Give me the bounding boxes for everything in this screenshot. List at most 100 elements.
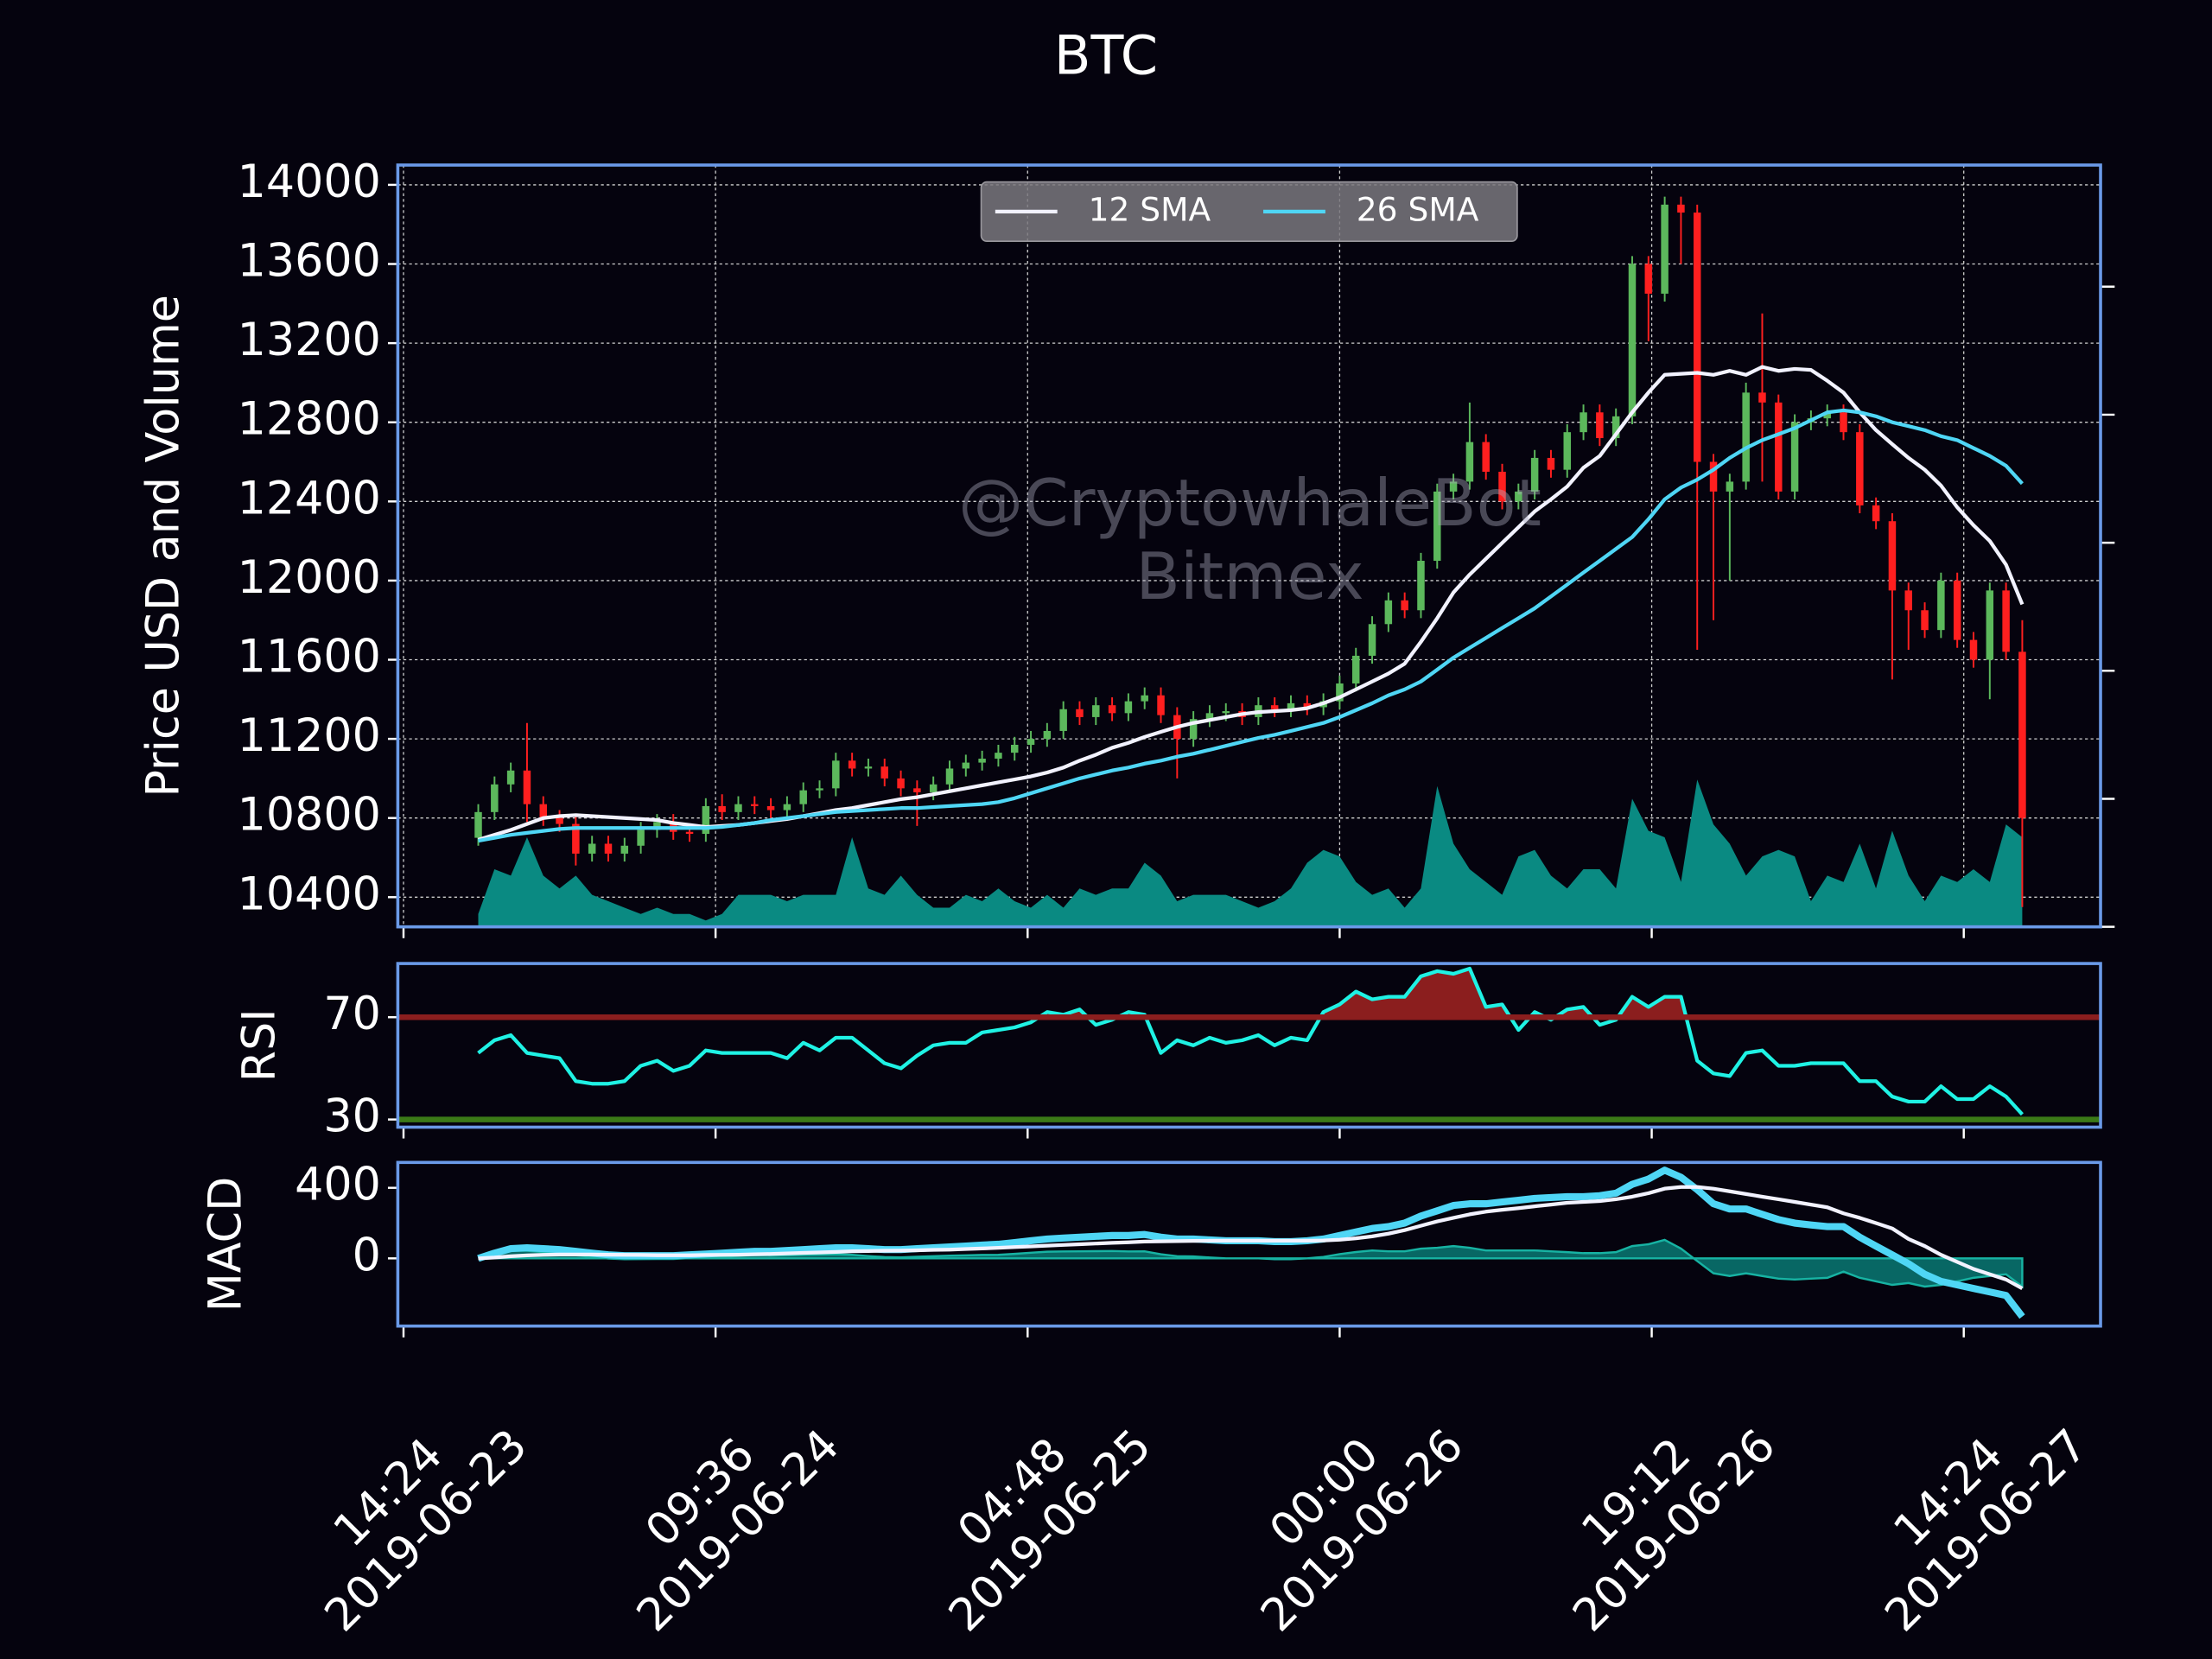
candle-body <box>1530 457 1539 492</box>
candle-body <box>1693 212 1701 462</box>
candle-body <box>1726 481 1734 492</box>
candle-body <box>1205 713 1214 720</box>
candle-body <box>1661 204 1669 294</box>
candle-body <box>1027 739 1035 745</box>
candle-body <box>1986 590 1994 660</box>
candle-body <box>1742 392 1750 482</box>
y-tick-label: 12400 <box>238 473 381 524</box>
candle-body <box>783 804 791 810</box>
candle-body <box>572 823 580 854</box>
candle-body <box>816 788 823 791</box>
candle-body <box>1498 471 1506 502</box>
candle-body <box>702 805 710 835</box>
candle-body <box>1840 412 1847 433</box>
candle-body <box>1417 561 1425 611</box>
candle-body <box>1351 655 1360 683</box>
candle-body <box>1790 422 1799 492</box>
candle-body <box>637 830 645 846</box>
y-tick-label: 13200 <box>238 315 381 366</box>
candle-body <box>832 760 840 789</box>
candle-body <box>2018 652 2026 818</box>
y-tick-label: 10800 <box>238 790 381 842</box>
candle-body <box>1108 705 1116 714</box>
candle-body <box>2002 590 2010 652</box>
candle-body <box>848 760 856 769</box>
candle-body <box>1872 505 1880 522</box>
candle-body <box>1010 744 1019 753</box>
candle-body <box>1384 600 1393 625</box>
candle-body <box>1141 695 1148 702</box>
candle-body <box>1758 392 1766 403</box>
panel-frame <box>396 1160 2102 1328</box>
candle-body <box>1336 683 1344 702</box>
y-tick-label: 400 <box>295 1160 381 1211</box>
candle-body <box>1401 600 1408 611</box>
candle-body <box>945 768 954 785</box>
candle-body <box>1547 457 1555 470</box>
watermark: Bitmex <box>1135 538 1363 614</box>
candle-body <box>1969 639 1978 660</box>
candle-body <box>799 790 807 804</box>
y-tick-label: 30 <box>323 1091 380 1143</box>
candle-body <box>1222 711 1230 714</box>
candle-body <box>620 845 629 854</box>
candle-body <box>897 778 905 789</box>
watermark: @CryptowhaleBot <box>958 465 1541 541</box>
legend-box <box>980 181 1518 242</box>
chart-title: BTC <box>1054 24 1158 87</box>
y-axis-label: RSI <box>234 1008 286 1082</box>
legend-label: 12 SMA <box>1089 190 1211 228</box>
candle-body <box>653 822 661 830</box>
plot-area <box>477 966 2024 1120</box>
candle-body <box>718 805 726 812</box>
candle-body <box>1124 701 1133 714</box>
panel-frame <box>396 962 2102 1129</box>
candle-body <box>1043 730 1052 740</box>
candle-body <box>1433 491 1441 562</box>
y-tick-label: 10400 <box>238 868 381 920</box>
candle-body <box>1287 702 1295 709</box>
candle-body <box>1644 264 1653 294</box>
y-tick-label: 11200 <box>238 710 381 762</box>
volume-area <box>478 779 2023 927</box>
candle-body <box>1709 461 1718 492</box>
candle-body <box>1515 491 1522 502</box>
y-tick-label: 11600 <box>238 632 381 683</box>
candle-body <box>1580 412 1587 433</box>
y-tick-label: 12800 <box>238 394 381 446</box>
candle-body <box>1076 709 1084 717</box>
candle-body <box>1270 705 1279 709</box>
y-tick-label: 12000 <box>238 552 381 604</box>
candle-body <box>1189 719 1198 740</box>
candle-body <box>523 770 531 804</box>
candle-body <box>1449 481 1458 492</box>
candle-body <box>1157 695 1165 715</box>
candle-body <box>962 762 970 769</box>
candle-body <box>1904 590 1912 611</box>
candle-body <box>1937 580 1945 631</box>
candle-body <box>1823 412 1831 419</box>
candle-body <box>1059 709 1067 731</box>
candle-body <box>1563 432 1571 470</box>
candle-body <box>556 817 563 824</box>
series-line <box>477 966 2024 1116</box>
candle-body <box>1303 702 1312 708</box>
candle-body <box>751 804 759 806</box>
candle-body <box>588 843 596 854</box>
candle-body <box>864 766 873 769</box>
y-tick-label: 14000 <box>238 156 381 208</box>
candle-body <box>1596 412 1604 439</box>
y-axis-label: Price USD and Volume <box>138 295 190 797</box>
candle-body <box>1921 610 1929 631</box>
candle-body <box>766 805 775 810</box>
candle-body <box>685 831 694 835</box>
y-tick-label: 70 <box>323 988 380 1040</box>
series-line <box>478 1185 2024 1290</box>
candle-body <box>1775 402 1783 492</box>
candle-body <box>1888 521 1897 591</box>
candle-body <box>978 759 986 763</box>
